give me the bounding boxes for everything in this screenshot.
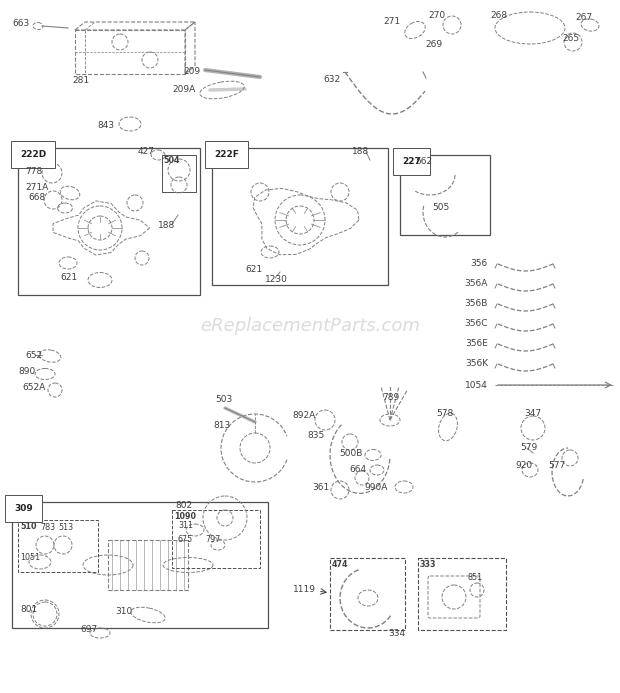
Text: 356A: 356A (464, 279, 488, 288)
Text: 356C: 356C (464, 319, 488, 328)
Text: 843: 843 (98, 121, 115, 130)
Text: 271: 271 (383, 17, 400, 26)
Text: 513: 513 (58, 523, 73, 532)
Text: 265: 265 (562, 34, 579, 43)
Text: 333: 333 (420, 560, 436, 569)
Text: 621: 621 (60, 274, 77, 283)
Bar (172, 510, 260, 568)
Text: 797: 797 (205, 536, 220, 545)
Bar (212, 148, 388, 285)
Text: 267: 267 (575, 13, 592, 22)
Text: 578: 578 (436, 408, 453, 417)
Text: 188: 188 (158, 220, 175, 229)
Bar (330, 558, 405, 630)
Text: 188: 188 (352, 148, 370, 157)
Text: 504: 504 (163, 156, 180, 165)
Text: 356B: 356B (464, 299, 488, 308)
Text: 783: 783 (40, 523, 55, 532)
Text: 209A: 209A (173, 85, 196, 94)
Text: 270: 270 (428, 12, 445, 21)
Text: 209: 209 (183, 67, 200, 76)
Bar (12, 502, 268, 628)
Text: 1051: 1051 (20, 554, 40, 563)
Text: 505: 505 (432, 204, 450, 213)
Text: 347: 347 (524, 408, 541, 417)
Text: 577: 577 (548, 461, 565, 469)
Text: 890: 890 (18, 367, 35, 376)
Text: 675: 675 (178, 536, 193, 545)
Text: 474: 474 (332, 560, 348, 569)
Text: 268: 268 (490, 12, 507, 21)
Text: 310: 310 (115, 608, 132, 617)
Text: 281: 281 (72, 76, 89, 85)
Text: 652A: 652A (22, 383, 45, 392)
Text: 427: 427 (138, 148, 155, 157)
Text: 1230: 1230 (265, 276, 288, 285)
Bar (18, 520, 98, 572)
Text: 356: 356 (471, 259, 488, 268)
Text: 356K: 356K (465, 360, 488, 369)
Text: 1090: 1090 (174, 512, 196, 521)
Text: 802: 802 (175, 500, 192, 509)
Text: 361: 361 (312, 484, 330, 493)
Bar (418, 558, 506, 630)
Text: 309: 309 (14, 504, 33, 513)
Text: 632: 632 (323, 76, 340, 85)
Text: 697: 697 (80, 626, 97, 635)
Text: 356E: 356E (465, 340, 488, 349)
Bar (400, 155, 490, 235)
Text: 663: 663 (13, 19, 30, 28)
Text: 835: 835 (308, 430, 325, 439)
Text: 500B: 500B (340, 450, 363, 459)
Text: 668: 668 (28, 193, 45, 202)
Text: 813: 813 (213, 421, 230, 430)
Bar (18, 148, 200, 295)
Text: 510: 510 (20, 522, 37, 531)
Text: 222F: 222F (214, 150, 239, 159)
Text: 652: 652 (25, 351, 42, 360)
Text: 892A: 892A (293, 410, 316, 419)
Text: 271A: 271A (25, 182, 48, 191)
Text: eReplacementParts.com: eReplacementParts.com (200, 317, 420, 335)
Text: 562: 562 (415, 157, 432, 166)
Text: 334: 334 (388, 629, 405, 638)
Text: 621: 621 (245, 265, 262, 274)
Text: 851: 851 (468, 574, 483, 583)
Text: 227: 227 (402, 157, 421, 166)
Text: 664: 664 (350, 466, 367, 475)
Text: 269: 269 (425, 40, 442, 49)
Text: 1119: 1119 (293, 586, 316, 595)
Text: 778: 778 (25, 168, 42, 177)
Text: 222D: 222D (20, 150, 46, 159)
Text: 990A: 990A (365, 482, 388, 491)
Text: 1054: 1054 (465, 380, 488, 389)
Text: 579: 579 (520, 444, 538, 453)
Text: 311: 311 (178, 520, 193, 529)
Text: 801: 801 (20, 606, 37, 615)
Text: 920: 920 (515, 461, 532, 469)
Text: 789: 789 (382, 392, 399, 401)
Bar (162, 155, 196, 192)
Text: 503: 503 (215, 396, 232, 405)
